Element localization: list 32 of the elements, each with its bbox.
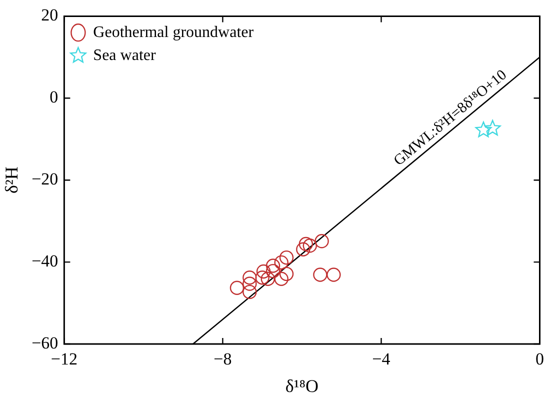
point — [274, 255, 288, 270]
y-tick-label: 20 — [41, 6, 58, 25]
x-axis-title: δ¹⁸O — [285, 376, 319, 396]
y-tick-label: 0 — [50, 88, 58, 107]
y-tick-label: −60 — [32, 333, 58, 352]
point — [326, 268, 341, 282]
point — [279, 266, 294, 282]
x-tick-label: 0 — [536, 350, 544, 369]
point — [302, 238, 317, 253]
y-tick-label: −40 — [32, 252, 58, 271]
point — [256, 264, 271, 279]
point — [313, 268, 328, 282]
x-tick-label: −8 — [214, 350, 232, 369]
point — [242, 270, 257, 285]
y-axis-title: δ²H — [2, 166, 22, 194]
legend-label: Geothermal groundwater — [93, 24, 254, 41]
legend-label: Sea water — [93, 46, 156, 64]
point — [296, 242, 310, 256]
point — [230, 280, 244, 295]
point — [266, 264, 280, 278]
point — [314, 234, 329, 248]
y-tick-label: −20 — [32, 170, 58, 189]
x-tick-label: −4 — [372, 350, 391, 369]
point — [255, 270, 270, 285]
point — [266, 258, 280, 273]
point — [242, 284, 257, 300]
x-tick-label: −12 — [50, 350, 78, 369]
point — [298, 236, 314, 252]
point — [260, 272, 275, 286]
point — [242, 276, 257, 291]
point — [274, 272, 288, 286]
point — [279, 250, 294, 265]
